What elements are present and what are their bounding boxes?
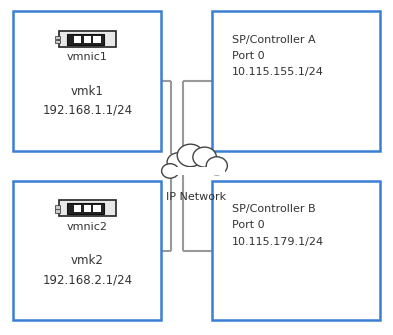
Text: vmk2
192.168.2.1/24: vmk2 192.168.2.1/24 xyxy=(42,254,132,286)
FancyBboxPatch shape xyxy=(212,181,380,320)
Text: vmk1
192.168.1.1/24: vmk1 192.168.1.1/24 xyxy=(42,85,132,117)
FancyBboxPatch shape xyxy=(55,36,59,39)
FancyBboxPatch shape xyxy=(55,209,59,213)
FancyBboxPatch shape xyxy=(94,205,101,212)
Text: SP/Controller B
Port 0
10.115.179.1/24: SP/Controller B Port 0 10.115.179.1/24 xyxy=(231,204,324,247)
FancyBboxPatch shape xyxy=(84,205,91,212)
Text: IP Network: IP Network xyxy=(167,192,226,202)
FancyBboxPatch shape xyxy=(59,200,116,216)
Text: vmnic2: vmnic2 xyxy=(67,222,108,231)
FancyBboxPatch shape xyxy=(74,36,81,43)
FancyBboxPatch shape xyxy=(66,203,104,214)
FancyBboxPatch shape xyxy=(84,36,91,43)
FancyBboxPatch shape xyxy=(74,205,81,212)
FancyBboxPatch shape xyxy=(66,34,104,45)
Text: vmnic1: vmnic1 xyxy=(67,52,108,62)
Text: SP/Controller A
Port 0
10.115.155.1/24: SP/Controller A Port 0 10.115.155.1/24 xyxy=(231,35,323,77)
FancyBboxPatch shape xyxy=(55,205,59,209)
FancyBboxPatch shape xyxy=(212,11,380,151)
Circle shape xyxy=(177,144,204,166)
FancyBboxPatch shape xyxy=(94,36,101,43)
FancyBboxPatch shape xyxy=(166,154,227,175)
Circle shape xyxy=(162,164,179,178)
FancyBboxPatch shape xyxy=(168,166,225,175)
FancyBboxPatch shape xyxy=(13,181,162,320)
FancyBboxPatch shape xyxy=(59,31,116,47)
FancyBboxPatch shape xyxy=(13,11,162,151)
Circle shape xyxy=(206,157,227,175)
Circle shape xyxy=(193,147,217,167)
Circle shape xyxy=(167,153,189,172)
FancyBboxPatch shape xyxy=(55,40,59,43)
